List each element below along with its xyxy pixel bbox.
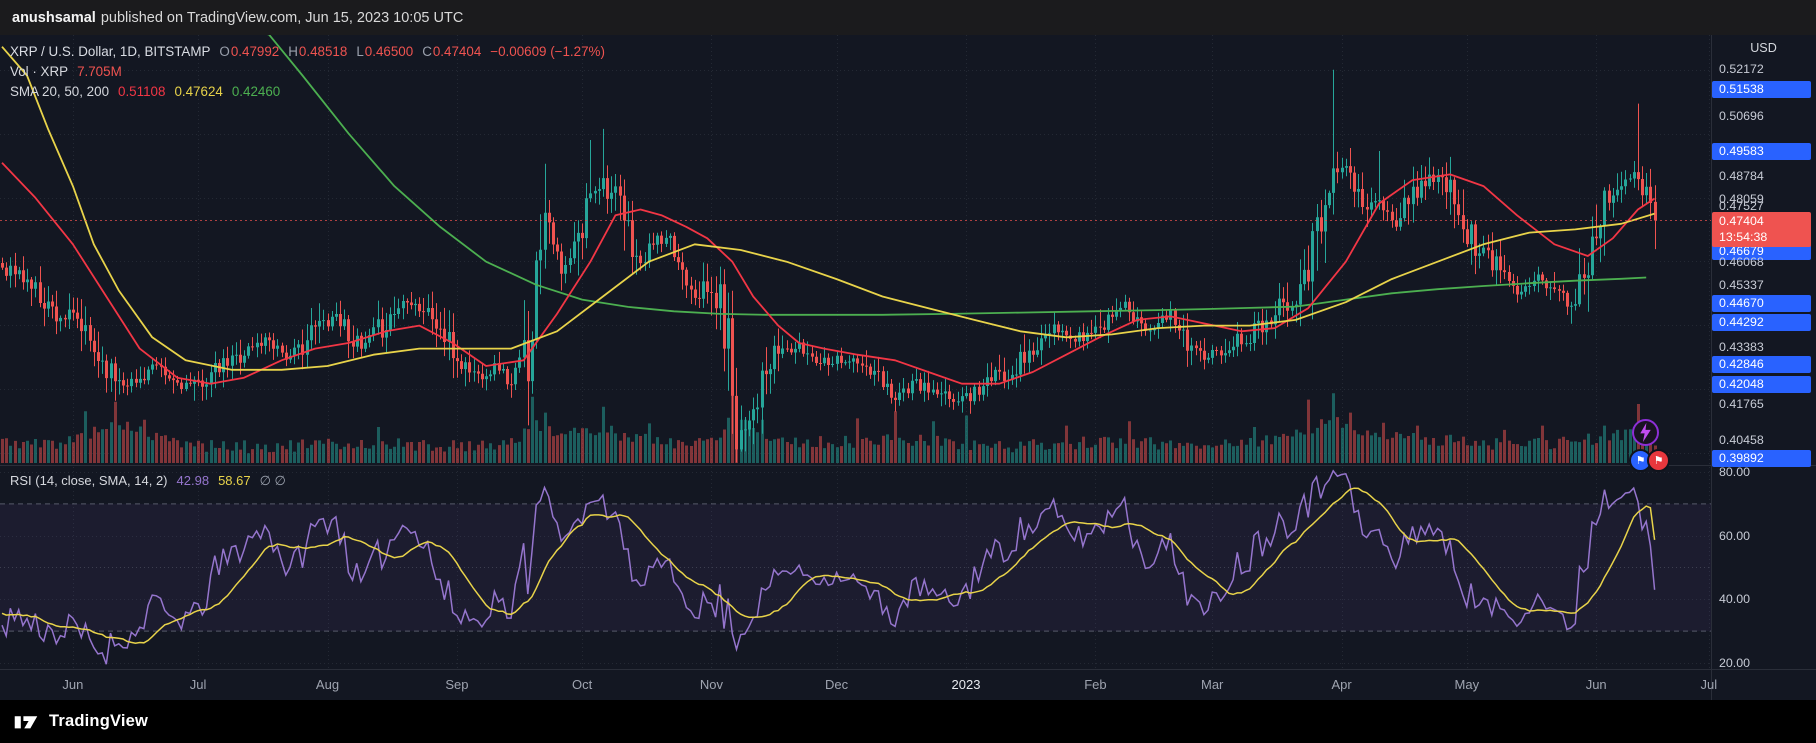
volume-value: 7.705M — [77, 64, 122, 79]
top-bar: anushsamal published on TradingView.com,… — [0, 0, 1816, 35]
price-axis-label: 0.48784 — [1719, 169, 1764, 184]
price-axis[interactable]: USD 0.52172 0.51538 0.50696 0.49583 0.48784 0… — [1711, 35, 1816, 700]
time-axis-label: Jun — [1585, 677, 1607, 692]
price-alert-label: 0.39892 — [1712, 449, 1811, 467]
price-axis-label: 0.48059 — [1719, 192, 1764, 207]
price-alert-label: 0.46679 — [1712, 242, 1811, 260]
rsi-ma-value: 58.67 — [218, 473, 251, 488]
time-axis[interactable]: Jun Jul Aug Sep Oct Nov Dec 2023 Feb Mar Apr May Jun… — [0, 669, 1816, 700]
sma-20-line — [1, 162, 1656, 385]
rsi-band — [0, 503, 1711, 632]
tradingview-brand-text[interactable]: TradingView — [49, 712, 149, 730]
sma-label: SMA 20, 50, 200 — [10, 84, 110, 99]
time-axis-label: Jul — [1700, 677, 1718, 692]
sma50-value: 0.47624 — [174, 84, 223, 99]
time-axis-label: Apr — [1331, 677, 1352, 692]
price-alert-label: 0.44670 — [1712, 295, 1811, 313]
time-axis-label: May — [1454, 677, 1480, 692]
price-chart-canvas[interactable] — [0, 35, 1816, 700]
rsi-legend-row[interactable]: RSI (14, close, SMA, 14, 2) 42.98 58.67 … — [10, 473, 286, 489]
currency-label: USD — [1750, 41, 1777, 55]
candle-bodies-up — [9, 166, 1648, 450]
symbol-legend-row[interactable]: XRP / U.S. Dollar, 1D, BITSTAMP O0.47992… — [10, 42, 605, 61]
rsi-empty-values: ∅ ∅ — [259, 473, 286, 488]
sma-legend-row[interactable]: SMA 20, 50, 200 0.51108 0.47624 0.42460 — [10, 82, 605, 101]
current-price-value: 0.47404 — [1719, 213, 1764, 228]
time-axis-label: Nov — [699, 677, 723, 692]
candle-wicks-up — [10, 69, 1647, 452]
rsi-value: 42.98 — [176, 473, 210, 488]
ohlc-open: O0.47992 — [219, 44, 280, 59]
volume-down-bars — [1, 391, 1657, 463]
time-axis-label: Feb — [1084, 677, 1107, 692]
price-alert-label: 0.51538 — [1712, 81, 1811, 99]
time-axis-label: Dec — [825, 677, 849, 692]
time-axis-label: Aug — [315, 677, 340, 692]
time-axis-label: Mar — [1200, 677, 1224, 692]
rsi-axis-label: 20.00 — [1719, 656, 1751, 670]
rsi-label: RSI (14, close, SMA, 14, 2) — [10, 473, 168, 488]
rsi-axis-label: 80.00 — [1719, 465, 1751, 479]
sma-200-line — [267, 35, 1647, 316]
sma20-value: 0.51108 — [118, 84, 166, 99]
price-axis-label: 0.46068 — [1719, 255, 1764, 270]
price-alert-label: 0.42846 — [1712, 356, 1811, 374]
price-axis-label: 0.47527 — [1719, 199, 1764, 214]
price-axis-label: 0.41765 — [1719, 397, 1764, 412]
price-alert-label: 0.49583 — [1712, 143, 1811, 161]
candle-wicks-down — [2, 103, 1656, 463]
time-axis-label: Oct — [571, 677, 593, 692]
current-price-label: 0.47404 13:54:38 — [1712, 211, 1811, 247]
time-axis-label: Sep — [445, 677, 469, 692]
change-value: −0.00609 (−1.27%) — [490, 44, 605, 59]
rsi-ma-line — [1, 487, 1656, 644]
lightning-sticker-icon — [1632, 419, 1659, 446]
time-axis-label: Jun — [62, 677, 84, 692]
ohlc-close: C0.47404 — [422, 44, 482, 59]
ohlc-high: H0.48518 — [288, 44, 348, 59]
price-axis-label: 0.43383 — [1719, 340, 1764, 355]
rsi-line — [1, 469, 1656, 665]
ohlc-low: L0.46500 — [356, 44, 414, 59]
price-axis-label: 0.40458 — [1719, 432, 1764, 447]
bar-countdown: 13:54:38 — [1719, 229, 1768, 244]
sma200-value: 0.42460 — [231, 84, 281, 99]
flag-sticker-red-icon: ⚑ — [1647, 449, 1670, 472]
symbol-title: XRP / U.S. Dollar, 1D, BITSTAMP — [10, 44, 211, 59]
rsi-axis-label: 40.00 — [1719, 592, 1751, 607]
sma-50-line — [1, 46, 1655, 371]
username-text: anushsamal — [12, 9, 96, 26]
candles-and-volume — [1, 69, 1657, 463]
time-axis-label: Jul — [189, 677, 207, 692]
price-axis-label: 0.50696 — [1719, 108, 1764, 123]
rsi-axis-label: 60.00 — [1719, 528, 1751, 543]
flag-stickers: ⚑ ⚑ — [1629, 449, 1670, 472]
price-alert-label: 0.42048 — [1712, 376, 1811, 394]
chart-area: XRP / U.S. Dollar, 1D, BITSTAMP O0.47992… — [0, 35, 1816, 700]
price-alert-label: 0.44292 — [1712, 314, 1811, 332]
tradingview-logo-icon[interactable] — [13, 711, 39, 732]
footer-bar: TradingView — [0, 700, 1816, 743]
volume-up-bars — [9, 393, 1648, 463]
volume-legend-row[interactable]: Vol · XRP 7.705M — [10, 62, 605, 81]
chart-legend: XRP / U.S. Dollar, 1D, BITSTAMP O0.47992… — [10, 42, 605, 102]
lightning-bolt-icon — [1640, 422, 1651, 443]
price-axis-label: 0.52172 — [1719, 62, 1764, 77]
volume-label: Vol · XRP — [10, 64, 69, 79]
publish-info-text: published on TradingView.com, Jun 15, 20… — [100, 9, 464, 26]
time-axis-label: 2023 — [951, 677, 981, 692]
price-axis-label: 0.45337 — [1719, 278, 1764, 293]
